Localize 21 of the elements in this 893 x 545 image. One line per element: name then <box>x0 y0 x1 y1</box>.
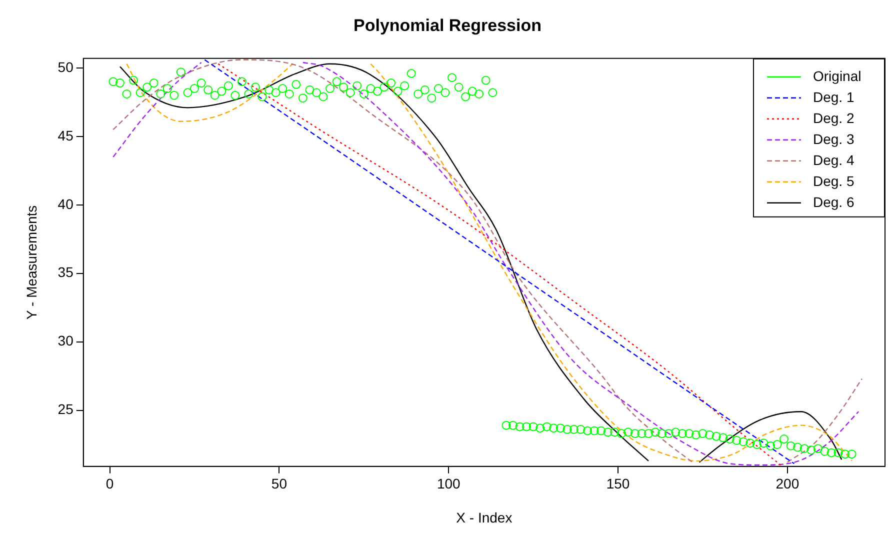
x-axis-title: X - Index <box>456 509 512 526</box>
x-tick-label: 100 <box>436 476 461 492</box>
y-tick-label: 30 <box>58 332 74 349</box>
y-tick-label: 35 <box>58 264 74 280</box>
y-axis-title: Y - Measurements <box>23 205 40 320</box>
x-tick-label: 50 <box>271 476 288 492</box>
legend-label: Deg. 5 <box>813 172 854 189</box>
legend-label: Deg. 4 <box>813 152 854 168</box>
x-tick-label: 150 <box>606 476 630 492</box>
legend-label: Original <box>813 68 862 84</box>
y-tick-label: 45 <box>58 127 74 144</box>
legend-label: Deg. 1 <box>813 88 854 105</box>
chart-title: Polynomial Regression <box>354 16 542 35</box>
y-tick-label: 25 <box>58 401 74 418</box>
y-tick-label: 50 <box>58 58 74 75</box>
x-tick-label: 0 <box>106 476 114 492</box>
x-tick-label: 200 <box>776 476 800 492</box>
legend-label: Deg. 2 <box>813 110 854 126</box>
y-tick-label: 40 <box>58 196 74 212</box>
legend-label: Deg. 3 <box>813 130 854 147</box>
legend-label: Deg. 6 <box>813 194 854 210</box>
